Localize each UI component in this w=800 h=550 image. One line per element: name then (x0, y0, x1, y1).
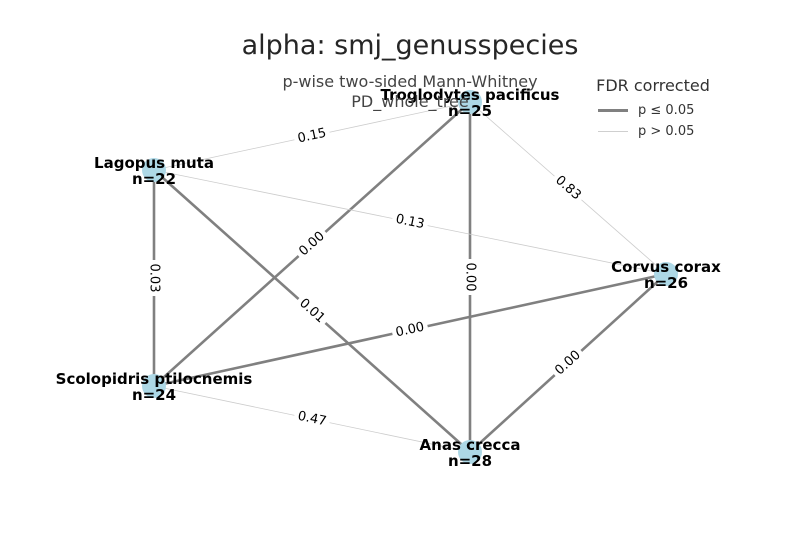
legend-line-significant (598, 109, 628, 112)
node-count-label: n=22 (132, 170, 176, 188)
legend-title: FDR corrected (596, 76, 710, 95)
nodes-layer (142, 90, 678, 464)
node-count-label: n=25 (448, 102, 492, 120)
edge-pvalue-label: 0.47 (296, 409, 327, 430)
node-name-label: Anas crecca (420, 436, 521, 454)
node-lagopus (142, 158, 166, 182)
subtitle-line-metric: PD_whole_tree (351, 92, 469, 111)
edge-label-background (462, 259, 478, 295)
legend-entry-significant: p ≤ 0.05 (578, 100, 728, 121)
edge-pvalue-label: 0.00 (394, 320, 425, 341)
node-anas (458, 440, 482, 464)
edge-label-group-lagopus-psiloc: 0.03 (146, 260, 162, 296)
edge-pvalue-label: 0.03 (147, 264, 162, 293)
edge-label-background (390, 210, 430, 234)
node-name-label: Lagopus muta (94, 154, 214, 172)
node-name-label: Scolopidris ptilocnemis (56, 370, 253, 388)
edge-label-group-corvus-psiloc: 0.00 (390, 318, 430, 342)
edge-label-group-troglodytes-corvus: 0.83 (549, 170, 587, 206)
labels-layer: 0.150.830.000.000.130.030.010.000.000.47… (56, 86, 722, 470)
edge-label-background (292, 124, 332, 148)
edge-label-background (293, 226, 331, 262)
node-corvus (654, 262, 678, 286)
edge-label-background (293, 293, 331, 329)
edge-pvalue-label: 0.00 (463, 263, 478, 292)
legend-label-significant: p ≤ 0.05 (638, 103, 695, 118)
subtitle-line-test: p-wise two-sided Mann-Whitney (282, 72, 538, 91)
edge-label-background (549, 344, 587, 382)
edge-label-background (390, 318, 430, 342)
node-name-label: Corvus corax (611, 258, 721, 276)
edge-label-background (292, 407, 332, 431)
edge-label-background (549, 170, 587, 206)
edge-label-group-psiloc-anas: 0.47 (292, 407, 332, 431)
legend-line-nonsignificant (598, 131, 628, 132)
edges-layer (152, 101, 667, 453)
node-name-label: Troglodytes pacificus (381, 86, 560, 104)
edge-pvalue-label: 0.13 (394, 212, 425, 232)
edge-label-background (146, 260, 162, 296)
chart-title: alpha: smj_genusspecies (241, 30, 579, 61)
node-count-label: n=28 (448, 452, 492, 470)
legend-entry-nonsignificant: p > 0.05 (578, 121, 728, 142)
edge-pvalue-label: 0.15 (296, 126, 327, 147)
legend: FDR corrected p ≤ 0.05 p > 0.05 (578, 76, 728, 142)
node-count-label: n=26 (644, 274, 688, 292)
edge-label-group-troglodytes-anas: 0.00 (462, 259, 478, 295)
edge-label-group-lagopus-corvus: 0.13 (390, 210, 430, 234)
legend-label-nonsignificant: p > 0.05 (638, 124, 695, 139)
node-count-label: n=24 (132, 386, 176, 404)
node-troglodytes (458, 90, 482, 114)
edge-label-group-troglodytes-lagopus: 0.15 (292, 124, 332, 148)
node-psiloc (142, 374, 166, 398)
chart-subtitle: p-wise two-sided Mann-Whitney PD_whole_t… (0, 72, 800, 112)
